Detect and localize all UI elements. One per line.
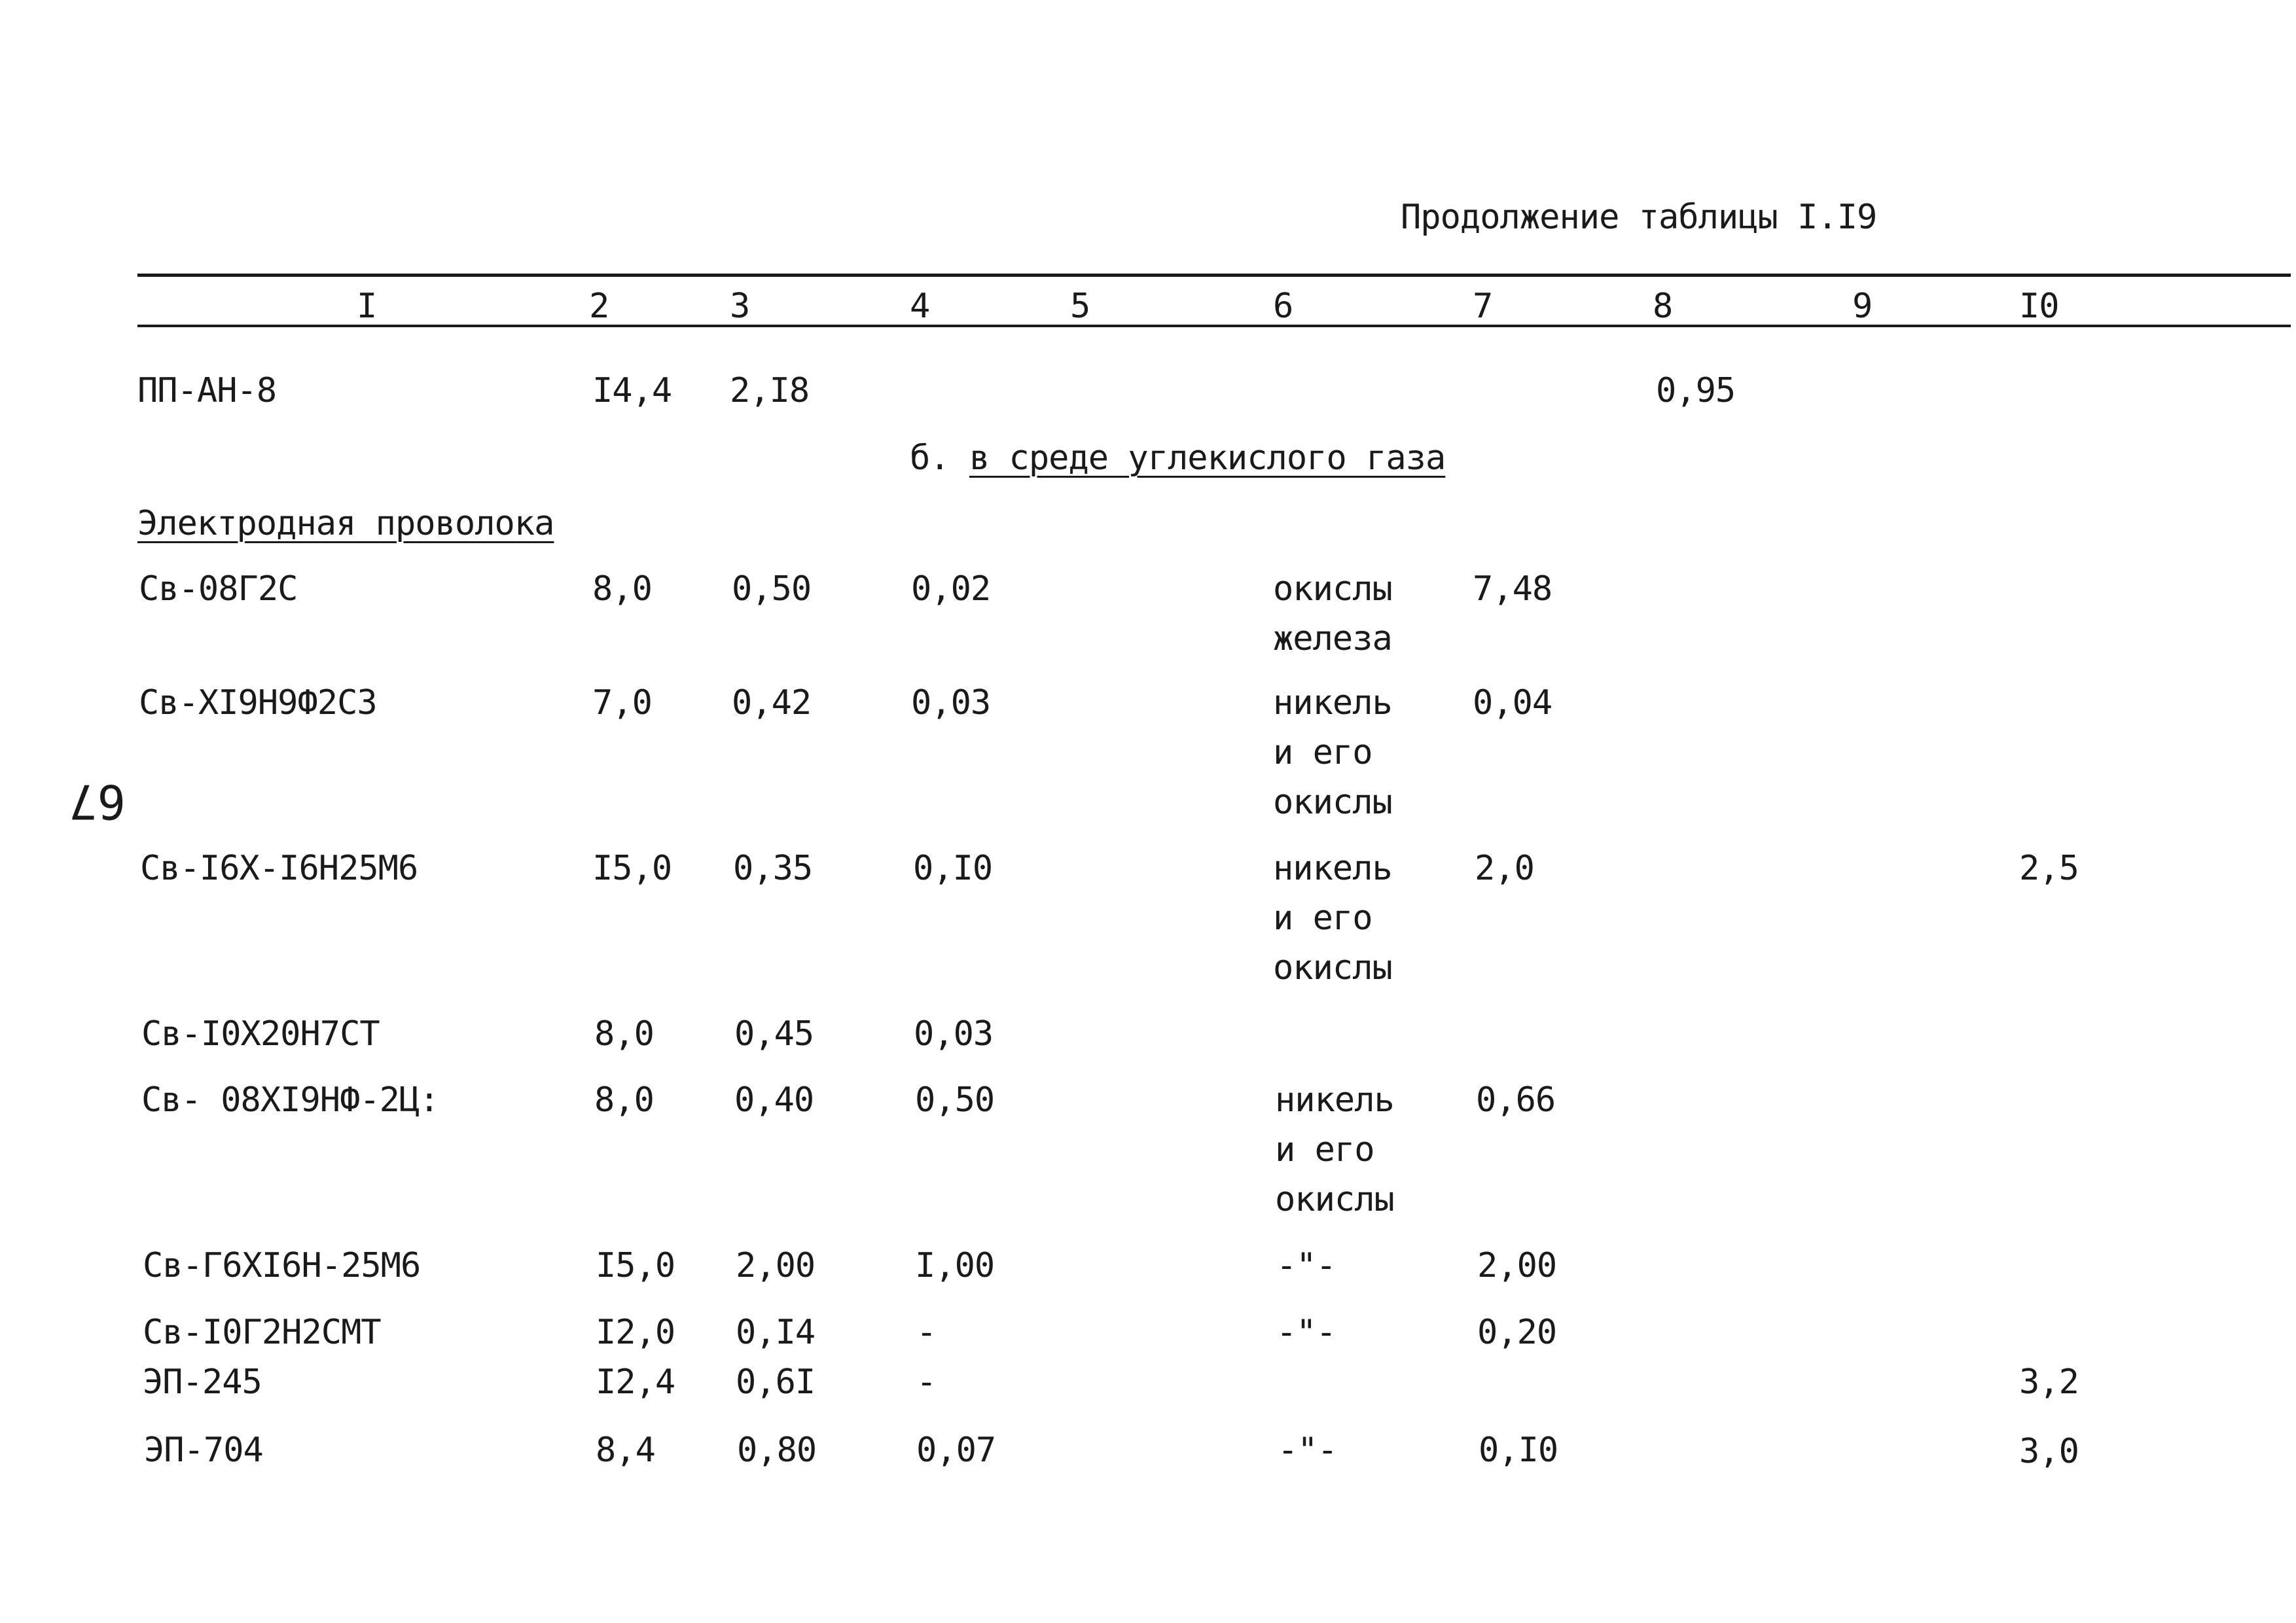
table-caption: Продолжение таблицы I.I9 (1401, 198, 1877, 237)
cell-r0-c1: ПП-АН-8 (137, 371, 277, 410)
cell-r9-c10: 3,0 (2019, 1432, 2079, 1471)
header-top-rule (137, 274, 2291, 277)
cell-r9-c3: 0,80 (737, 1431, 817, 1470)
section-title-text: в среде углекислого газа (969, 438, 1446, 478)
cell-r7-c7: 0,20 (1477, 1313, 1557, 1352)
header-bottom-rule (137, 325, 2291, 327)
cell-r4-c3: 0,45 (734, 1014, 814, 1054)
cell-r1-c2: 8,0 (592, 569, 653, 609)
header-col-3: 3 (730, 287, 750, 326)
group-label: Электродная проволока (137, 504, 554, 543)
cell-r6-c7: 2,00 (1477, 1246, 1557, 1285)
cell-r5-c6-line2: и его (1275, 1130, 1375, 1169)
cell-r5-c4: 0,50 (915, 1080, 995, 1120)
cell-r8-c2: I2,4 (596, 1363, 675, 1402)
cell-r5-c6-line1: никель (1275, 1080, 1395, 1120)
header-col-10: I0 (2019, 287, 2060, 326)
cell-r4-c2: 8,0 (594, 1014, 655, 1054)
cell-r0-c2: I4,4 (592, 371, 672, 410)
cell-r3-c1: Св-I6X-I6Н25М6 (140, 849, 418, 888)
cell-r1-c7: 7,48 (1473, 569, 1552, 609)
cell-r2-c6-line3: окислы (1273, 783, 1393, 822)
cell-r9-c2: 8,4 (596, 1431, 656, 1470)
cell-r7-c6: -"- (1276, 1313, 1336, 1352)
cell-r3-c4: 0,I0 (913, 849, 993, 888)
cell-r2-c2: 7,0 (592, 683, 653, 722)
cell-r3-c6-line1: никель (1273, 849, 1393, 888)
cell-r1-c3: 0,50 (732, 569, 812, 609)
cell-r1-c6-line2: железа (1273, 619, 1393, 658)
cell-r6-c1: Св-Г6XI6Н-25М6 (143, 1246, 421, 1285)
section-title-prefix: б. (910, 438, 950, 478)
cell-r2-c7: 0,04 (1473, 683, 1552, 722)
cell-r5-c1: Св- 08XI9НФ-2Ц: (141, 1080, 440, 1120)
header-col-4: 4 (910, 287, 930, 326)
cell-r7-c2: I2,0 (596, 1313, 675, 1352)
cell-r8-c4: - (916, 1363, 937, 1402)
cell-r8-c1: ЭП-245 (143, 1363, 262, 1402)
cell-r2-c4: 0,03 (911, 683, 991, 722)
cell-r3-c6-line2: и его (1273, 899, 1373, 938)
cell-r5-c3: 0,40 (734, 1080, 814, 1120)
cell-r3-c10: 2,5 (2019, 849, 2079, 888)
cell-r5-c2: 8,0 (594, 1080, 655, 1120)
cell-r2-c1: Св-XI9Н9Ф2С3 (139, 683, 378, 722)
cell-r2-c6-line1: никель (1273, 683, 1393, 722)
header-col-8: 8 (1653, 287, 1673, 326)
cell-r3-c6-line3: окислы (1273, 948, 1393, 988)
cell-r6-c6: -"- (1276, 1246, 1336, 1285)
cell-r4-c4: 0,03 (914, 1014, 994, 1054)
cell-r7-c1: Св-I0Г2Н2СМТ (143, 1313, 382, 1352)
header-col-9: 9 (1852, 287, 1873, 326)
cell-r6-c2: I5,0 (596, 1246, 675, 1285)
cell-r9-c6: -"- (1278, 1431, 1338, 1470)
cell-r9-c4: 0,07 (916, 1431, 996, 1470)
cell-r1-c4: 0,02 (911, 569, 991, 609)
cell-r0-c3: 2,I8 (730, 371, 810, 410)
cell-r7-c3: 0,I4 (736, 1313, 816, 1352)
cell-r0-c8: 0,95 (1656, 371, 1736, 410)
header-col-7: 7 (1473, 287, 1493, 326)
cell-r6-c4: I,00 (915, 1246, 995, 1285)
page-number: 67 (69, 774, 126, 829)
cell-r9-c7: 0,I0 (1479, 1431, 1558, 1470)
header-col-2: 2 (589, 287, 609, 326)
cell-r1-c6-line1: окислы (1273, 569, 1393, 609)
header-col-6: 6 (1273, 287, 1293, 326)
cell-r5-c6-line3: окислы (1275, 1180, 1395, 1219)
cell-r3-c3: 0,35 (733, 849, 813, 888)
section-title: б. в среде углекислого газа (910, 438, 1446, 478)
cell-r8-c3: 0,6I (736, 1363, 816, 1402)
header-col-5: 5 (1070, 287, 1090, 326)
cell-r3-c2: I5,0 (592, 849, 672, 888)
cell-r6-c3: 2,00 (736, 1246, 816, 1285)
cell-r7-c4: - (916, 1313, 937, 1352)
cell-r2-c3: 0,42 (732, 683, 812, 722)
cell-r8-c10: 3,2 (2019, 1363, 2079, 1402)
cell-r4-c1: Св-I0X20Н7СТ (141, 1014, 380, 1054)
cell-r2-c6-line2: и его (1273, 733, 1373, 772)
cell-r5-c7: 0,66 (1476, 1080, 1556, 1120)
cell-r1-c1: Св-08Г2С (139, 569, 298, 609)
header-col-1: I (357, 287, 377, 326)
cell-r3-c7: 2,0 (1475, 849, 1535, 888)
cell-r9-c1: ЭП-704 (144, 1431, 264, 1470)
